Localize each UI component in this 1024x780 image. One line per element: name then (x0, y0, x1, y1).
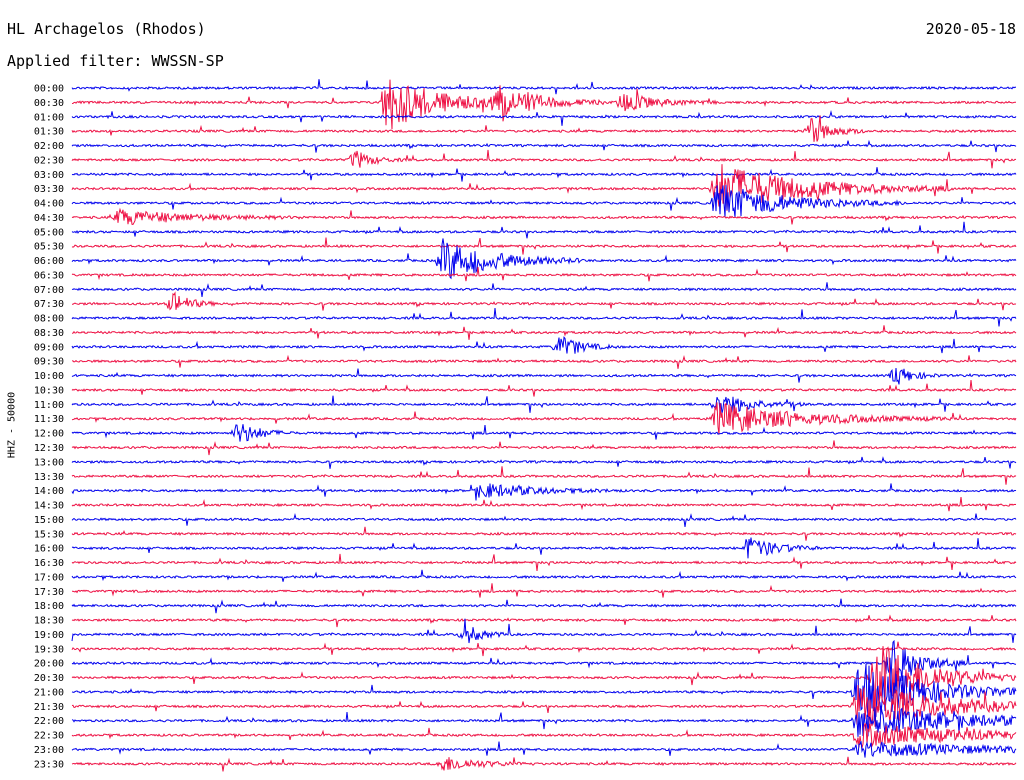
time-tick-label: 16:30 (34, 558, 64, 569)
trace-line (72, 291, 1017, 311)
time-tick-label: 11:30 (34, 414, 64, 425)
trace-line (71, 740, 1017, 758)
time-tick-label: 21:30 (34, 702, 64, 713)
time-tick-label: 08:30 (34, 328, 64, 339)
trace-line (71, 456, 1017, 469)
filter-label: Applied filter: WWSSN-SP (7, 52, 224, 70)
trace-line (71, 110, 1017, 126)
trace-line (71, 440, 1017, 456)
time-tick-label: 22:00 (34, 716, 64, 727)
trace-line (71, 308, 1017, 327)
trace-line (71, 139, 1017, 153)
time-tick-label: 06:00 (34, 256, 64, 267)
trace-line (71, 237, 1017, 255)
trace-line (71, 336, 1017, 354)
date-label: 2020-05-18 (925, 20, 1016, 38)
tick-label-group: 00:00 00:30 01:00 01:30 02:00 02:30 03:00 03:30… (34, 84, 64, 771)
time-tick-label: 17:30 (34, 587, 64, 598)
time-tick-label: 13:00 (34, 457, 64, 468)
trace-line (71, 424, 1017, 442)
trace-line (71, 537, 1017, 559)
station-title: HL Archagelos (Rhodos) (7, 20, 206, 38)
trace-line (71, 149, 1017, 169)
time-tick-label: 05:30 (34, 242, 64, 253)
time-tick-label: 10:30 (34, 385, 64, 396)
time-tick-label: 19:30 (34, 644, 64, 655)
trace-line (71, 266, 1017, 282)
time-tick-label: 15:00 (34, 515, 64, 526)
time-tick-label: 03:30 (34, 184, 64, 195)
trace-line (71, 614, 1017, 628)
trace-line (71, 641, 1016, 657)
time-tick-label: 23:00 (34, 745, 64, 756)
trace-line (71, 79, 1016, 130)
time-tick-label: 14:00 (34, 486, 64, 497)
trace-line (71, 553, 1017, 571)
time-tick-label: 04:30 (34, 213, 64, 224)
trace-line (71, 115, 1017, 142)
time-tick-label: 09:00 (34, 342, 64, 353)
trace-line (71, 325, 1017, 340)
trace-line (71, 79, 1017, 95)
trace-line (71, 402, 1017, 435)
time-tick-label: 02:00 (34, 141, 64, 152)
time-tick-label: 07:30 (34, 299, 64, 310)
time-tick-label: 01:30 (34, 127, 64, 138)
trace-line (71, 756, 1017, 772)
trace-line (71, 705, 1017, 737)
trace-line (71, 639, 1017, 687)
time-tick-label: 10:00 (34, 371, 64, 382)
trace-line (71, 526, 1017, 541)
time-tick-label: 11:00 (34, 400, 64, 411)
trace-line (71, 221, 1017, 239)
time-tick-label: 03:00 (34, 170, 64, 181)
time-tick-label: 23:30 (34, 759, 64, 770)
trace-group (71, 79, 1017, 772)
time-tick-label: 20:00 (34, 659, 64, 670)
time-tick-label: 08:00 (34, 314, 64, 325)
time-tick-label: 19:00 (34, 630, 64, 641)
time-tick-label: 00:30 (34, 98, 64, 109)
time-tick-label: 18:00 (34, 601, 64, 612)
trace-line (71, 379, 1017, 397)
time-tick-label: 07:00 (34, 285, 64, 296)
trace-line (71, 207, 1017, 226)
time-tick-label: 00:00 (34, 84, 64, 95)
time-tick-label: 22:30 (34, 731, 64, 742)
trace-line (71, 466, 1017, 485)
trace-line (72, 583, 1017, 598)
time-tick-label: 20:30 (34, 673, 64, 684)
time-tick-label: 18:30 (34, 616, 64, 627)
trace-line (72, 354, 1017, 369)
time-tick-label: 13:30 (34, 472, 64, 483)
time-tick-label: 21:00 (34, 687, 64, 698)
time-tick-label: 14:30 (34, 501, 64, 512)
trace-line (71, 569, 1017, 582)
time-tick-label: 15:30 (34, 529, 64, 540)
time-tick-label: 05:00 (34, 227, 64, 238)
time-tick-label: 12:00 (34, 429, 64, 440)
trace-line (71, 685, 1017, 728)
trace-line (71, 598, 1017, 614)
time-tick-label: 12:30 (34, 443, 64, 454)
time-tick-label: 16:00 (34, 544, 64, 555)
time-tick-label: 02:30 (34, 155, 64, 166)
time-tick-label: 04:00 (34, 199, 64, 210)
trace-line (71, 513, 1017, 527)
trace-line (71, 496, 1017, 512)
trace-line (71, 395, 1017, 414)
trace-line (71, 164, 1017, 211)
trace-line (71, 483, 1017, 501)
time-tick-label: 17:00 (34, 572, 64, 583)
trace-line (71, 368, 1017, 385)
time-tick-label: 01:00 (34, 112, 64, 123)
trace-line (71, 282, 1017, 297)
time-tick-label: 09:30 (34, 357, 64, 368)
trace-line (71, 238, 1017, 280)
trace-line (71, 167, 1017, 182)
trace-line (71, 618, 1017, 644)
time-tick-label: 06:30 (34, 270, 64, 281)
trace-line (71, 184, 1017, 218)
